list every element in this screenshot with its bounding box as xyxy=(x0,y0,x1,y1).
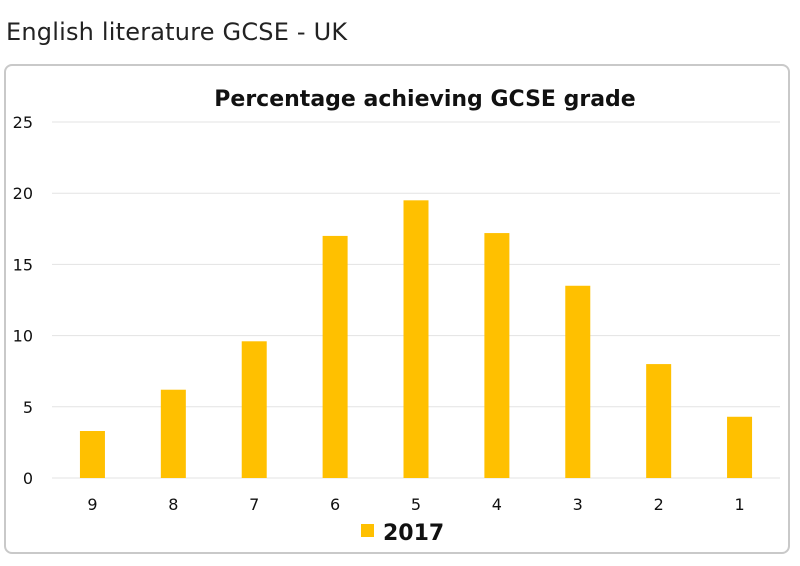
x-axis-ticks: 9 8 7 6 5 4 3 2 1 xyxy=(87,495,744,514)
bar-grade-3 xyxy=(565,285,591,478)
chart-title: Percentage achieving GCSE grade xyxy=(214,87,635,112)
bar-grade-9 xyxy=(79,431,105,478)
x-tick-label: 2 xyxy=(654,495,664,514)
x-tick-label: 5 xyxy=(411,495,421,514)
x-tick-label: 1 xyxy=(734,495,744,514)
bar-grade-6 xyxy=(322,235,348,478)
bar-grade-8 xyxy=(160,389,186,478)
y-tick-label: 15 xyxy=(13,255,33,274)
bars xyxy=(79,200,753,478)
bar-grade-1 xyxy=(727,416,753,478)
bar-grade-2 xyxy=(646,364,672,478)
y-tick-label: 25 xyxy=(13,113,33,132)
x-tick-label: 8 xyxy=(168,495,178,514)
legend-label: 2017 xyxy=(383,521,444,546)
y-tick-label: 0 xyxy=(23,469,33,488)
bar-grade-5 xyxy=(403,200,429,478)
legend: 2017 xyxy=(361,521,444,546)
x-tick-label: 3 xyxy=(573,495,583,514)
y-axis-ticks: 0 5 10 15 20 25 xyxy=(13,113,33,488)
x-tick-label: 6 xyxy=(330,495,340,514)
y-tick-label: 5 xyxy=(23,398,33,417)
bar-grade-7 xyxy=(241,341,267,478)
y-tick-label: 10 xyxy=(13,327,33,346)
legend-swatch xyxy=(361,524,374,537)
x-tick-label: 4 xyxy=(492,495,502,514)
bar-grade-4 xyxy=(484,233,510,478)
x-tick-label: 7 xyxy=(249,495,259,514)
y-tick-label: 20 xyxy=(13,184,33,203)
x-tick-label: 9 xyxy=(87,495,97,514)
page-heading: English literature GCSE - UK xyxy=(6,18,348,46)
